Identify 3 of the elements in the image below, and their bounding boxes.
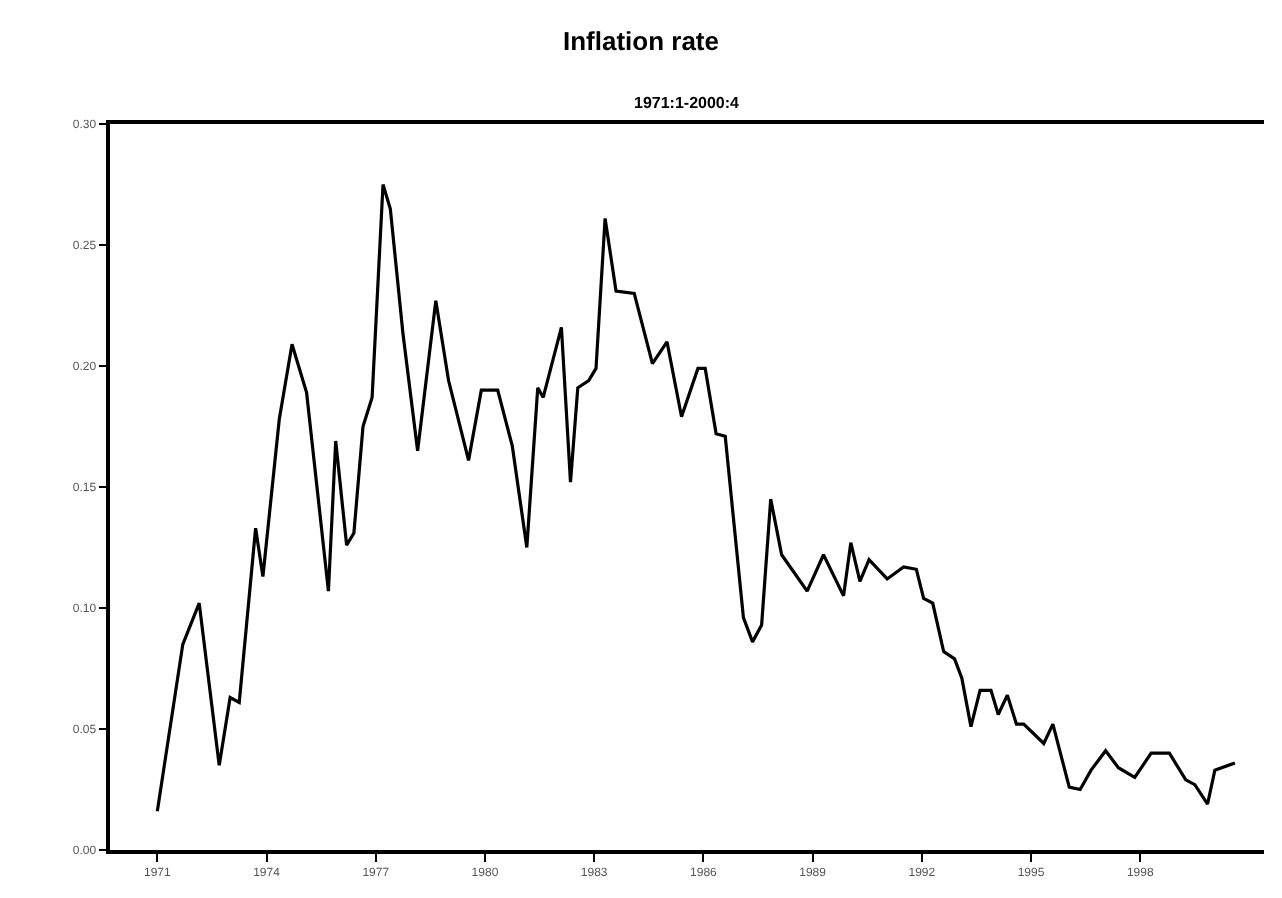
chart-title: Inflation rate — [562, 25, 720, 56]
line-series — [155, 182, 1237, 813]
chart-subtitle: 1971:1-2000:4 — [634, 94, 741, 112]
